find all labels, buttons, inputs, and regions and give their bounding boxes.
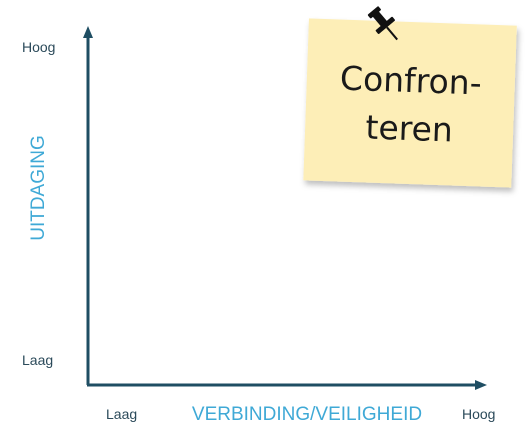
x-high: Hoog [462, 406, 495, 422]
x-arrow [475, 380, 487, 390]
y-low: Laag [22, 352, 53, 368]
y-axis-label: UITDAGING [28, 135, 49, 241]
note-line: teren [365, 107, 454, 149]
note-line: Confron- [339, 59, 482, 103]
x-axis-label: VERBINDING/VEILIGHEID [192, 404, 422, 425]
sticky-note: Confron- teren [303, 18, 517, 188]
x-low: Laag [106, 406, 137, 422]
pin [367, 6, 398, 41]
y-high: Hoog [22, 39, 55, 55]
y-arrow [83, 26, 93, 38]
note-paper [303, 18, 517, 188]
